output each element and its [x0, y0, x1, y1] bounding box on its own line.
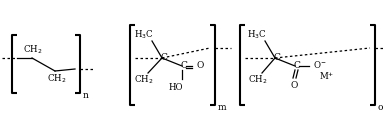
Text: H$_3$C: H$_3$C — [247, 29, 267, 41]
Text: C: C — [161, 54, 167, 62]
Text: C: C — [180, 61, 187, 69]
Text: C: C — [294, 61, 300, 69]
Text: O: O — [196, 62, 204, 70]
Text: O: O — [290, 82, 298, 91]
Text: H$_3$C: H$_3$C — [134, 29, 154, 41]
Text: o: o — [378, 103, 384, 113]
Text: n: n — [83, 92, 89, 100]
Text: HO: HO — [169, 83, 183, 92]
Text: M$^{+}$: M$^{+}$ — [319, 70, 335, 82]
Text: CH$_2$: CH$_2$ — [47, 73, 67, 85]
Text: CH$_2$: CH$_2$ — [23, 44, 43, 56]
Text: CH$_2$: CH$_2$ — [134, 74, 154, 86]
Text: m: m — [218, 103, 227, 113]
Text: C: C — [273, 54, 280, 62]
Text: O$^{-}$: O$^{-}$ — [313, 59, 327, 69]
Text: CH$_2$: CH$_2$ — [248, 74, 268, 86]
